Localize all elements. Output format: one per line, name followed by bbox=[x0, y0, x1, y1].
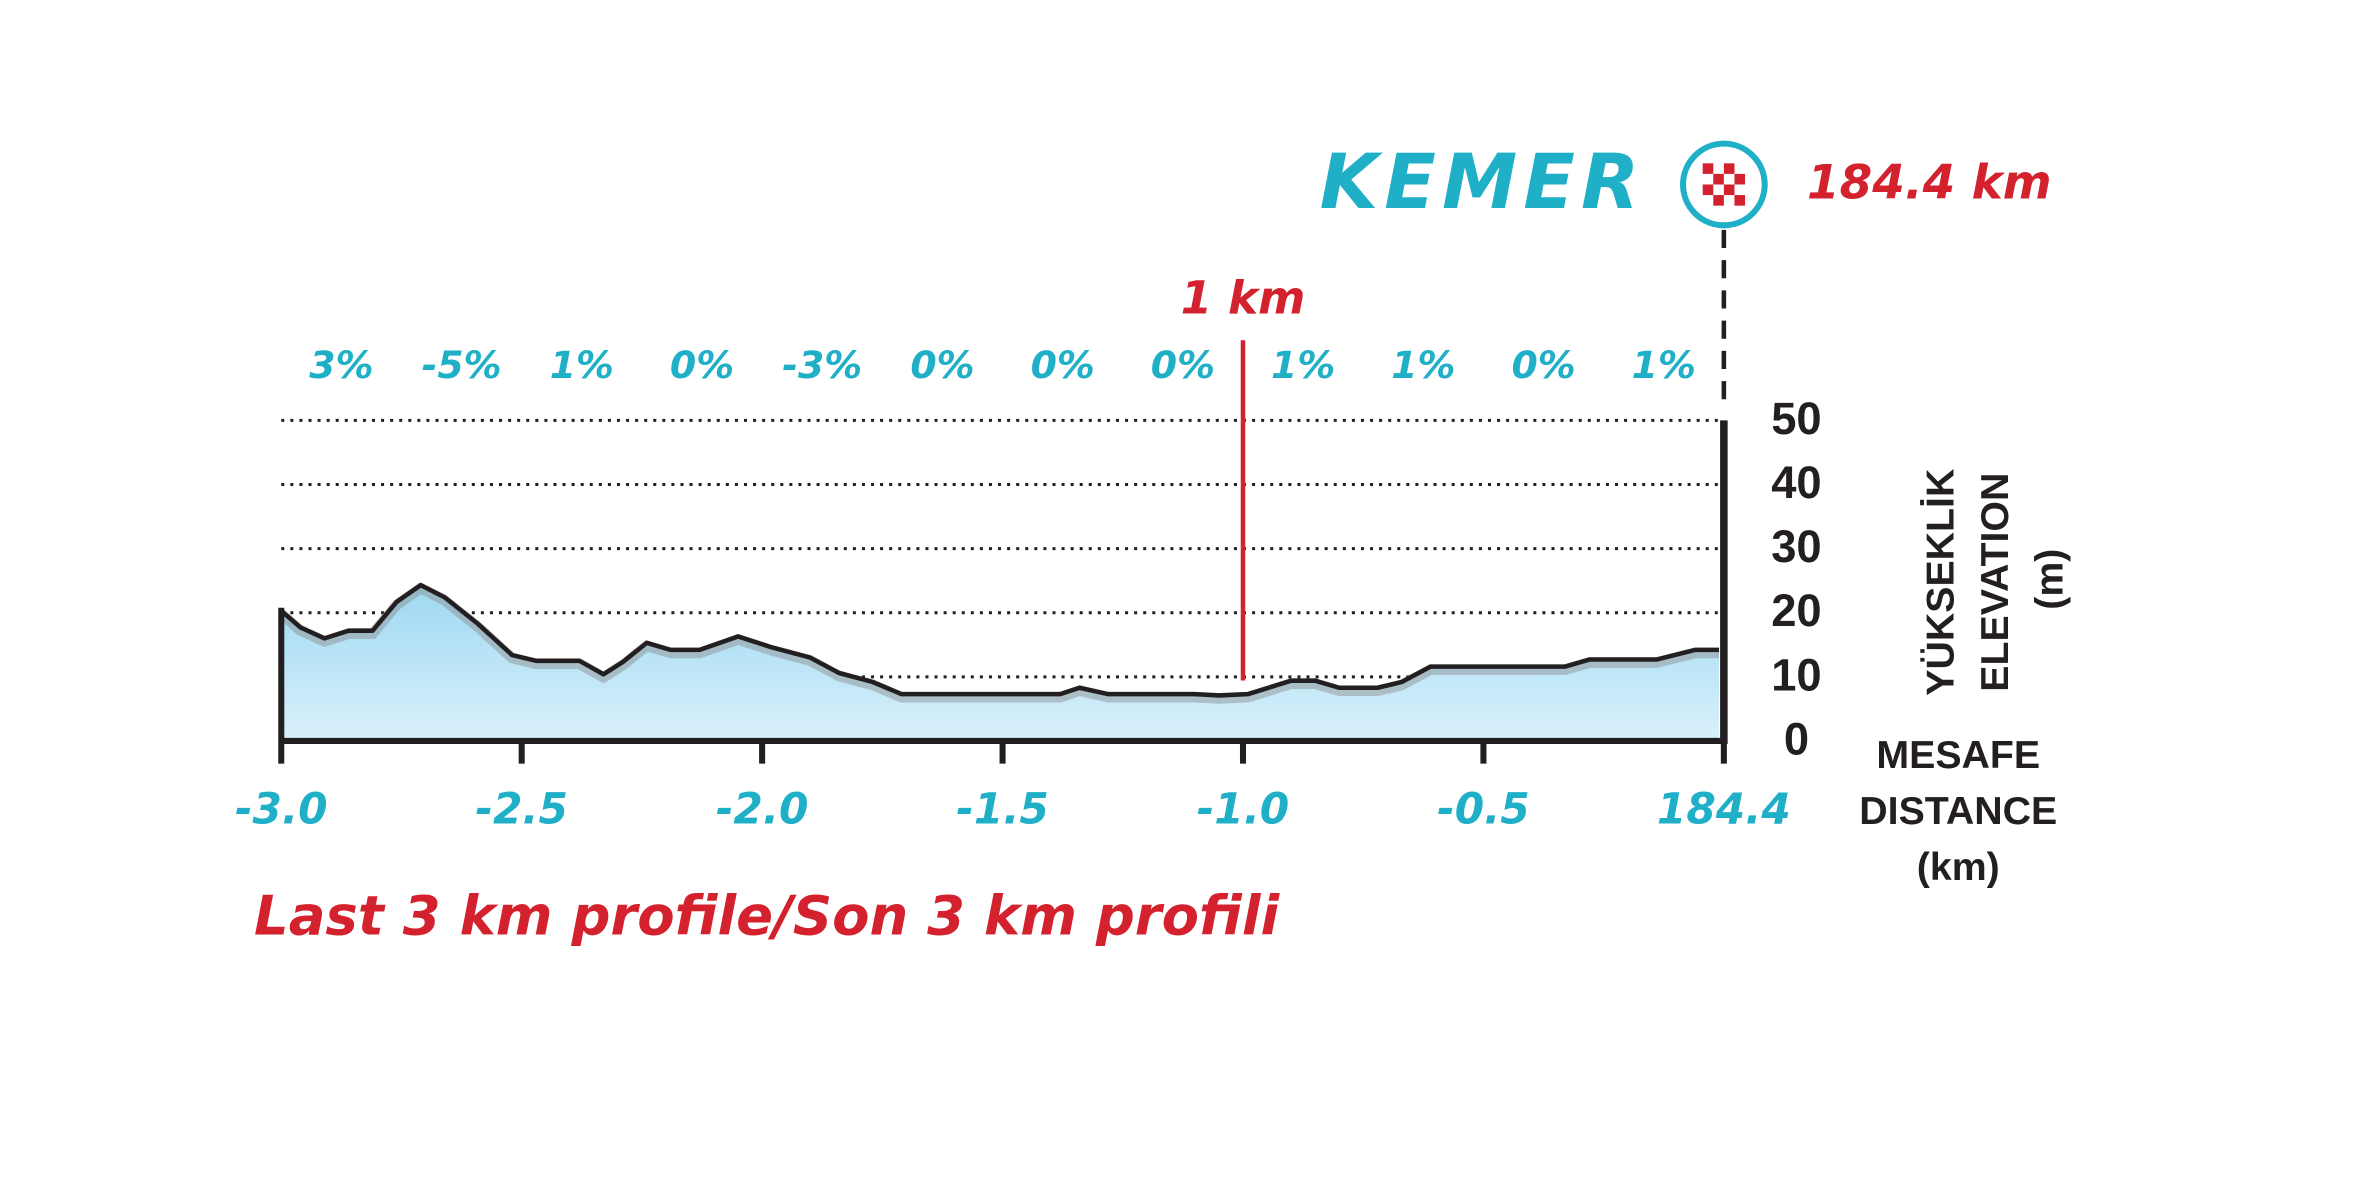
x-axis-title: (km) bbox=[1917, 845, 2000, 889]
gradient-label: 3% bbox=[309, 343, 373, 387]
y-axis-title: (m) bbox=[2027, 549, 2071, 610]
gradient-label: 0% bbox=[910, 343, 974, 387]
gradient-label: 1% bbox=[550, 343, 614, 387]
x-tick-label: -1.0 bbox=[1197, 785, 1290, 834]
gradient-label: 0% bbox=[1151, 343, 1215, 387]
y-tick-label: 30 bbox=[1771, 521, 1821, 572]
caption: Last 3 km profile/Son 3 km profili bbox=[254, 884, 1280, 948]
gradient-label: -5% bbox=[422, 343, 502, 387]
elevation-shadow bbox=[277, 582, 1720, 704]
x-axis-title: MESAFE bbox=[1876, 733, 2040, 777]
y-axis-title: YÜKSEKLİK bbox=[1919, 468, 1963, 696]
x-tick-label: -2.5 bbox=[475, 785, 568, 834]
y-tick-label: 40 bbox=[1771, 457, 1821, 508]
elevation-area bbox=[281, 585, 1720, 741]
y-tick-label: 20 bbox=[1771, 585, 1821, 636]
x-tick-label: -1.5 bbox=[956, 785, 1049, 834]
marker-label: 1 km bbox=[1181, 271, 1306, 324]
gradient-label: 1% bbox=[1391, 343, 1455, 387]
gradient-label: 1% bbox=[1271, 343, 1335, 387]
gradient-label: 1% bbox=[1632, 343, 1696, 387]
gradient-label: 0% bbox=[1511, 343, 1575, 387]
x-tick-label: -0.5 bbox=[1437, 785, 1530, 834]
finish-icon bbox=[1680, 140, 1768, 229]
elevation-line bbox=[279, 582, 1720, 698]
x-axis-title: DISTANCE bbox=[1859, 789, 2057, 833]
x-tick-label: -3.0 bbox=[235, 785, 328, 834]
x-tick-label: -2.0 bbox=[716, 785, 809, 834]
y-tick-label: 50 bbox=[1771, 393, 1821, 444]
y-tick-label: 0 bbox=[1784, 713, 1809, 764]
finish-distance: 184.4 km bbox=[1807, 155, 2052, 210]
finish-name: KEMER bbox=[1320, 138, 1646, 226]
gradient-label: 0% bbox=[1031, 343, 1095, 387]
x-tick-label: 184.4 bbox=[1657, 785, 1791, 834]
gradient-label: 0% bbox=[670, 343, 734, 387]
gradient-label: -3% bbox=[782, 343, 862, 387]
y-axis-title: ELEVATION bbox=[1973, 473, 2017, 692]
y-tick-label: 10 bbox=[1771, 649, 1821, 700]
